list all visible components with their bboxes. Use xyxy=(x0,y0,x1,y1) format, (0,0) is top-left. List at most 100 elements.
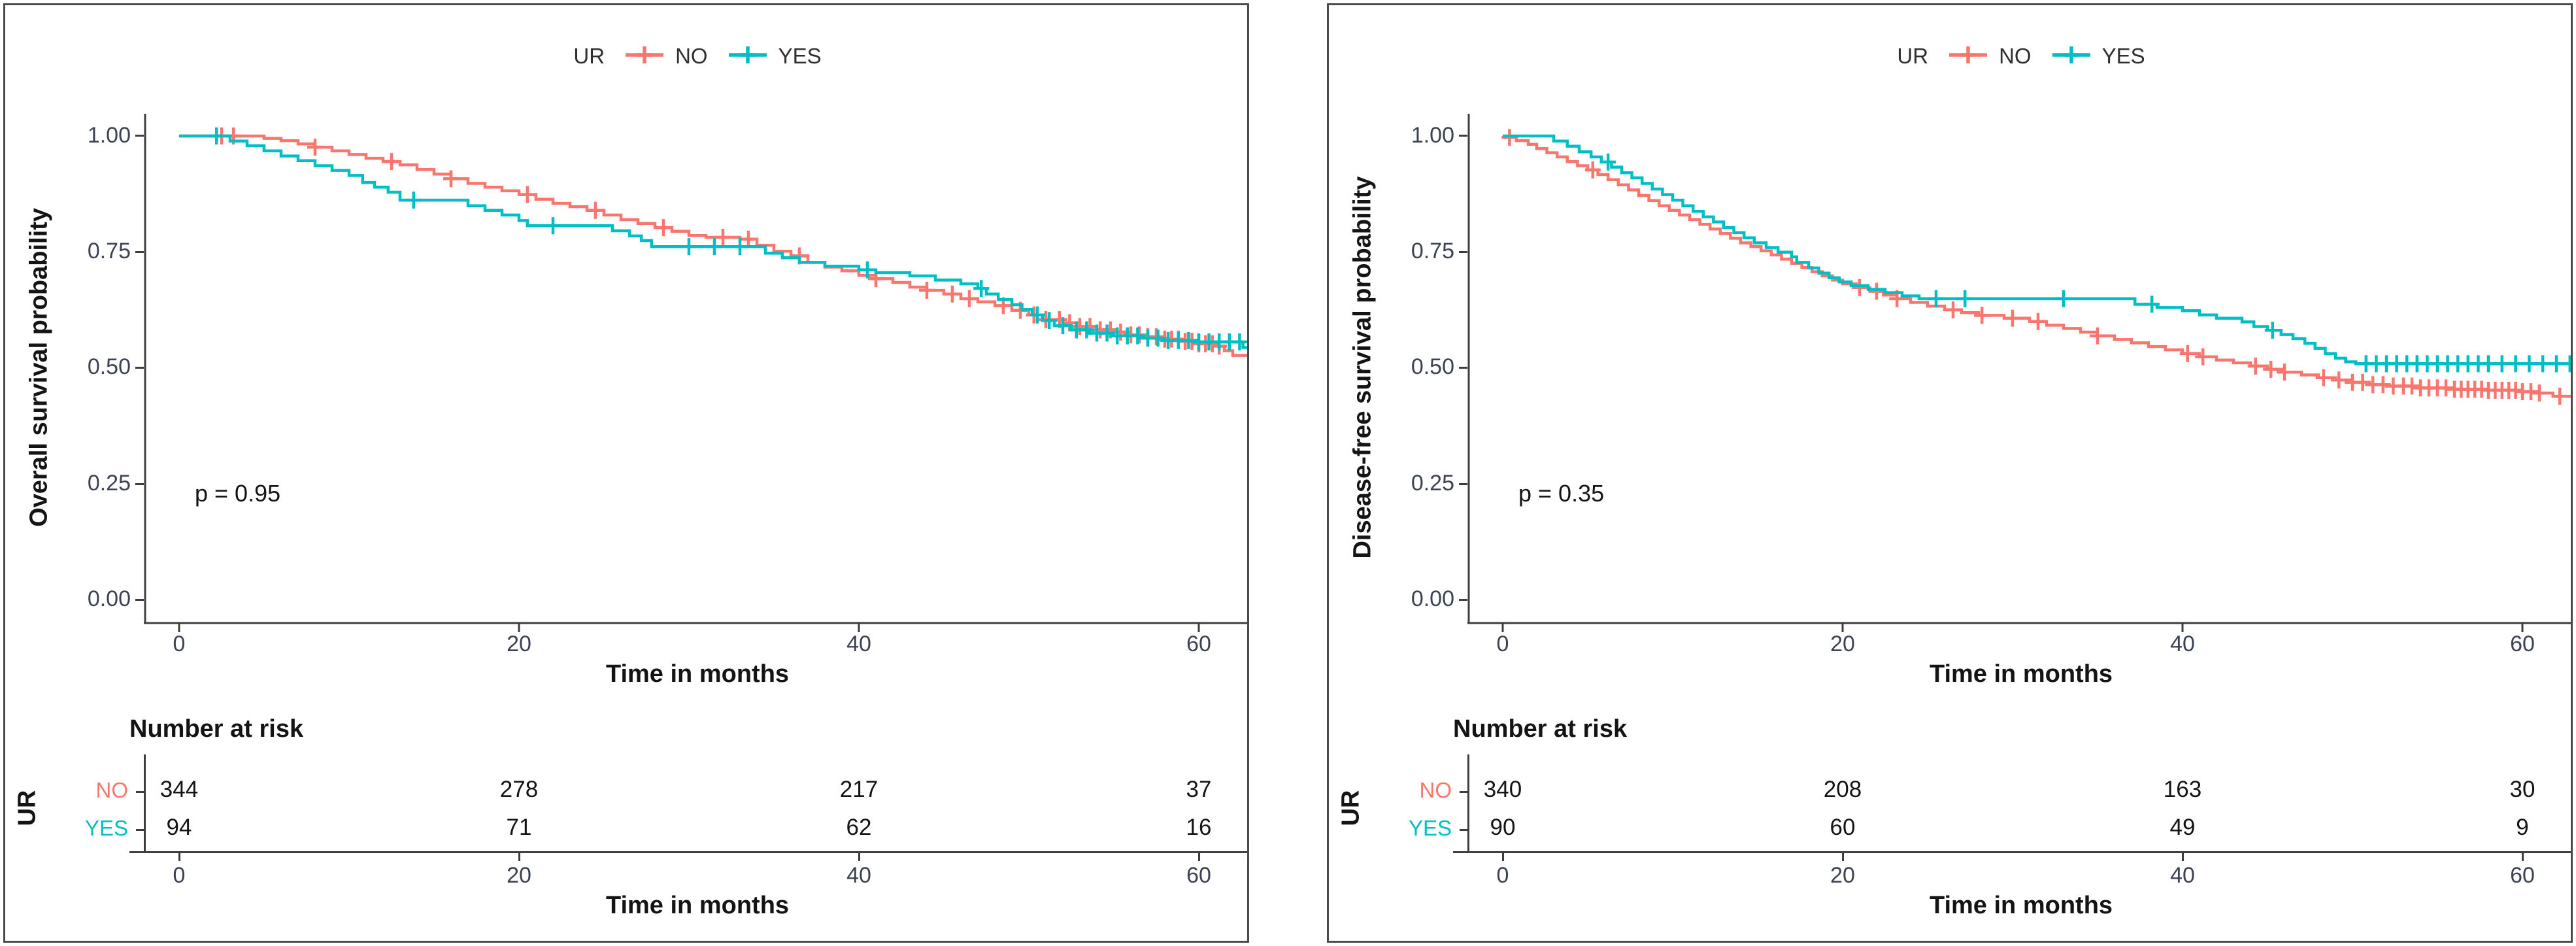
censor-mark xyxy=(2264,322,2281,339)
censor-mark xyxy=(2354,373,2371,391)
censor-mark xyxy=(2144,296,2160,313)
panel-overall-survival: UR NO YES Overall survival probability 1… xyxy=(3,3,1249,943)
p-value: p = 0.95 xyxy=(195,480,281,507)
risk-value: 278 xyxy=(499,777,539,802)
risk-x-tick xyxy=(1842,853,1844,861)
censor-mark xyxy=(1600,153,1616,171)
legend-key-icon xyxy=(2052,46,2090,63)
risk-row-tick xyxy=(1460,829,1467,831)
censor-mark xyxy=(1112,324,1129,341)
km-censor-key-icon xyxy=(622,42,667,71)
censor-mark xyxy=(681,238,697,256)
x-axis-title: Time in months xyxy=(1929,660,2113,688)
censor-mark xyxy=(2331,371,2347,389)
censor-mark xyxy=(2030,313,2046,330)
risk-value: 217 xyxy=(839,777,878,802)
censor-mark xyxy=(1079,321,1095,339)
y-tick-label: 0.75 xyxy=(87,239,131,263)
censor-mark xyxy=(2552,388,2568,405)
censor-mark xyxy=(1231,333,1247,350)
censor-mark xyxy=(1852,279,1867,296)
legend-item-no: NO xyxy=(1945,42,2032,71)
y-tick-label: 0.50 xyxy=(87,354,131,379)
legend-item-yes: YES xyxy=(2049,42,2145,71)
km-censor-key-icon xyxy=(1945,42,1991,71)
legend-item-yes: YES xyxy=(725,42,822,71)
risk-table-x-axis xyxy=(129,851,1247,853)
y-tick-mark xyxy=(135,483,144,485)
risk-x-tick-label: 60 xyxy=(1186,863,1211,888)
risk-row-tick xyxy=(136,791,144,793)
risk-value: 30 xyxy=(2509,777,2535,802)
risk-x-tick-label: 40 xyxy=(846,863,871,888)
censor-mark xyxy=(741,230,756,248)
risk-table-axis-line xyxy=(1467,754,1469,853)
legend-key-icon xyxy=(1949,46,1988,63)
survival-plot xyxy=(1467,114,2571,632)
censor-mark xyxy=(1945,301,1961,318)
x-axis-title: Time in months xyxy=(605,660,790,688)
risk-value: 16 xyxy=(1186,815,1212,840)
legend-title: UR xyxy=(1897,44,1929,68)
risk-x-tick xyxy=(1502,853,1504,861)
censor-mark xyxy=(2549,355,2564,373)
x-tick-label: 20 xyxy=(1830,632,1855,656)
censor-mark xyxy=(405,192,422,209)
risk-x-tick xyxy=(858,853,860,861)
survival-plot xyxy=(144,114,1247,632)
risk-table-x-axis-title: Time in months xyxy=(1929,892,2113,919)
risk-row-label-yes: YES xyxy=(84,816,128,840)
y-tick-label: 0.25 xyxy=(87,471,131,496)
p-value: p = 0.35 xyxy=(1518,480,1605,507)
legend-title: UR xyxy=(573,44,605,68)
legend: UR NO YES xyxy=(1467,35,2571,77)
censor-mark xyxy=(973,280,990,297)
risk-x-tick-label: 20 xyxy=(507,863,531,888)
risk-value: 9 xyxy=(2516,815,2529,840)
risk-value: 37 xyxy=(1186,777,1212,802)
risk-row-label-no: NO xyxy=(95,778,129,802)
risk-x-tick xyxy=(2182,853,2184,861)
risk-x-tick xyxy=(518,853,520,861)
risk-value: 94 xyxy=(166,815,192,840)
censor-mark xyxy=(2090,327,2105,345)
risk-table-title: Number at risk xyxy=(129,715,304,743)
censor-mark xyxy=(2263,360,2279,378)
risk-x-tick-label: 40 xyxy=(2170,863,2195,888)
censor-mark xyxy=(1099,324,1115,342)
y-tick-label: 1.00 xyxy=(87,123,131,148)
risk-table-x-axis xyxy=(1453,851,2571,853)
risk-value: 60 xyxy=(1830,815,1856,840)
km-censor-key-icon xyxy=(725,42,771,71)
censor-mark xyxy=(2315,369,2332,386)
risk-table-title: Number at risk xyxy=(1453,715,1628,743)
censor-mark xyxy=(1204,335,1220,352)
y-tick-label: 0.50 xyxy=(1411,354,1454,379)
risk-row-label-no: NO xyxy=(1419,778,1452,802)
risk-value: 340 xyxy=(1483,777,1522,802)
km-curve-yes xyxy=(179,134,1247,349)
risk-value: 71 xyxy=(506,815,532,840)
legend: UR NO YES xyxy=(144,35,1247,77)
censor-mark xyxy=(2481,355,2496,373)
censor-mark xyxy=(707,238,722,256)
censor-mark xyxy=(1150,329,1166,347)
x-tick-label: 0 xyxy=(173,632,186,656)
censor-mark xyxy=(2521,355,2537,373)
censor-mark xyxy=(1055,317,1071,335)
censor-mark xyxy=(2404,377,2420,395)
censor-mark xyxy=(962,290,977,307)
risk-value: 90 xyxy=(1490,815,1516,840)
risk-x-tick-label: 20 xyxy=(1830,863,1855,888)
risk-row-tick xyxy=(136,829,144,831)
y-tick-mark xyxy=(1459,599,1467,601)
censor-mark xyxy=(732,238,748,256)
legend-item-no: NO xyxy=(622,42,708,71)
censor-mark xyxy=(307,139,323,156)
y-tick-label: 0.75 xyxy=(1411,239,1454,263)
y-tick-label: 0.25 xyxy=(1411,471,1454,496)
risk-x-tick-label: 60 xyxy=(2510,863,2535,888)
censor-mark xyxy=(2532,384,2547,402)
y-tick-label: 0.00 xyxy=(87,586,131,611)
